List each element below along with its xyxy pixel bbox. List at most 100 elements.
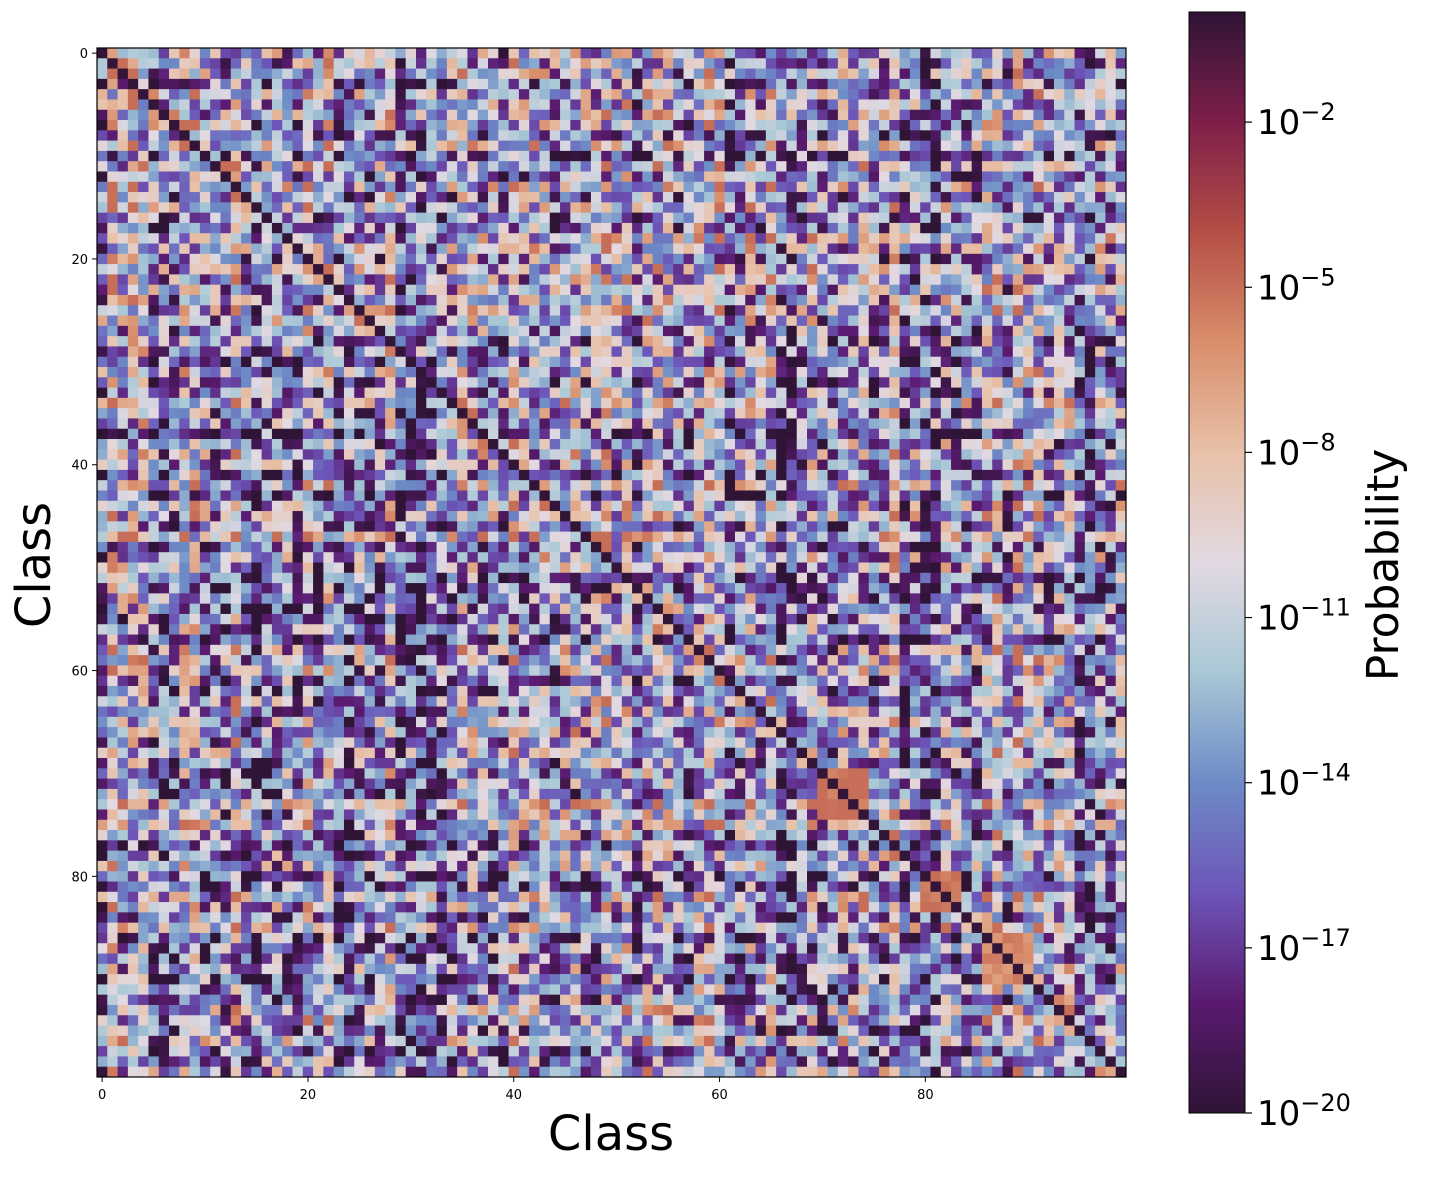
- heatmap-cell: [302, 99, 314, 111]
- heatmap-cell: [971, 68, 983, 80]
- heatmap-cell: [590, 377, 602, 388]
- heatmap-cell: [385, 439, 396, 450]
- heatmap-cell: [498, 449, 509, 460]
- heatmap-cell: [858, 449, 870, 460]
- heatmap-cell: [457, 233, 468, 244]
- heatmap-cell: [189, 192, 201, 203]
- heatmap-cell: [1105, 181, 1117, 193]
- heatmap-cell: [776, 99, 787, 111]
- heatmap-cell: [251, 89, 263, 100]
- heatmap-cell: [405, 490, 417, 502]
- heatmap-cell: [302, 408, 314, 419]
- heatmap-cell: [457, 366, 468, 378]
- heatmap-cell: [189, 387, 201, 399]
- heatmap-cell: [426, 161, 437, 172]
- heatmap-cell: [807, 387, 818, 399]
- heatmap-cell: [673, 469, 684, 481]
- heatmap-cell: [580, 521, 592, 533]
- heatmap-cell: [704, 469, 715, 481]
- heatmap-cell: [1053, 109, 1065, 121]
- heatmap-cell: [601, 449, 612, 460]
- heatmap-cell: [848, 346, 859, 358]
- heatmap-cell: [343, 48, 355, 59]
- heatmap-cell: [220, 253, 232, 265]
- heatmap-cell: [1064, 161, 1075, 172]
- heatmap-cell: [302, 346, 314, 358]
- heatmap-cell: [981, 212, 993, 224]
- heatmap-cell: [971, 459, 983, 471]
- heatmap-cell: [961, 439, 973, 450]
- heatmap-cell: [436, 202, 448, 214]
- heatmap-cell: [971, 500, 983, 512]
- heatmap-cell: [961, 89, 973, 100]
- heatmap-cell: [158, 541, 170, 553]
- heatmap-cell: [889, 243, 901, 255]
- heatmap-cell: [590, 192, 602, 203]
- heatmap-cell: [858, 356, 870, 368]
- heatmap-cell: [189, 469, 201, 481]
- heatmap-cell: [230, 150, 242, 162]
- heatmap-cell: [693, 356, 705, 368]
- heatmap-cell: [282, 171, 293, 183]
- heatmap-cell: [858, 150, 870, 162]
- heatmap-cell: [827, 192, 839, 203]
- heatmap-cell: [632, 315, 643, 327]
- heatmap-cell: [271, 171, 283, 183]
- heatmap-cell: [292, 58, 304, 69]
- heatmap-cell: [827, 531, 839, 543]
- heatmap-cell: [899, 418, 911, 430]
- heatmap-cell: [971, 233, 983, 244]
- heatmap-cell: [755, 192, 767, 203]
- heatmap-cell: [971, 428, 983, 440]
- heatmap-cell: [148, 531, 160, 543]
- heatmap-cell: [724, 130, 736, 142]
- heatmap-cell: [868, 99, 880, 111]
- heatmap-cell: [611, 253, 623, 265]
- heatmap-cell: [920, 109, 931, 121]
- heatmap-cell: [704, 130, 715, 142]
- heatmap-cell: [467, 521, 479, 533]
- heatmap-cell: [251, 490, 263, 502]
- heatmap-cell: [786, 541, 798, 553]
- heatmap-cell: [693, 68, 705, 80]
- heatmap-cell: [1115, 171, 1127, 183]
- heatmap-cell: [426, 356, 437, 368]
- heatmap-cell: [199, 58, 211, 69]
- heatmap-cell: [1053, 541, 1065, 553]
- heatmap-cell: [930, 439, 942, 450]
- heatmap-cell: [539, 284, 551, 296]
- heatmap-cell: [539, 315, 551, 327]
- heatmap-cell: [837, 418, 849, 430]
- heatmap-cell: [786, 521, 798, 533]
- heatmap-cell: [1115, 366, 1127, 378]
- heatmap-cell: [889, 459, 901, 471]
- heatmap-cell: [395, 222, 407, 234]
- heatmap-cell: [210, 521, 221, 533]
- heatmap-cell: [220, 500, 232, 512]
- heatmap-cell: [138, 552, 149, 563]
- heatmap-cell: [364, 366, 376, 378]
- heatmap-cell: [714, 387, 726, 399]
- heatmap-cell: [673, 109, 684, 121]
- heatmap-cell: [1115, 315, 1127, 327]
- heatmap-cell: [302, 284, 314, 296]
- heatmap-cell: [508, 387, 520, 399]
- heatmap-cell: [426, 99, 437, 111]
- heatmap-cell: [837, 181, 849, 193]
- heatmap-cell: [323, 418, 335, 430]
- heatmap-cell: [385, 449, 396, 460]
- heatmap-cell: [251, 78, 263, 90]
- heatmap-cell: [354, 315, 365, 327]
- heatmap-cell: [930, 120, 942, 131]
- heatmap-cell: [920, 264, 931, 275]
- heatmap-cell: [261, 397, 273, 409]
- heatmap-cell: [858, 408, 870, 419]
- heatmap-cell: [920, 130, 931, 142]
- heatmap-cell: [930, 161, 942, 172]
- heatmap-cell: [405, 58, 417, 69]
- heatmap-cell: [467, 325, 479, 337]
- heatmap-cell: [436, 150, 448, 162]
- heatmap-cell: [920, 161, 931, 172]
- heatmap-cell: [261, 305, 273, 316]
- heatmap-cell: [693, 531, 705, 543]
